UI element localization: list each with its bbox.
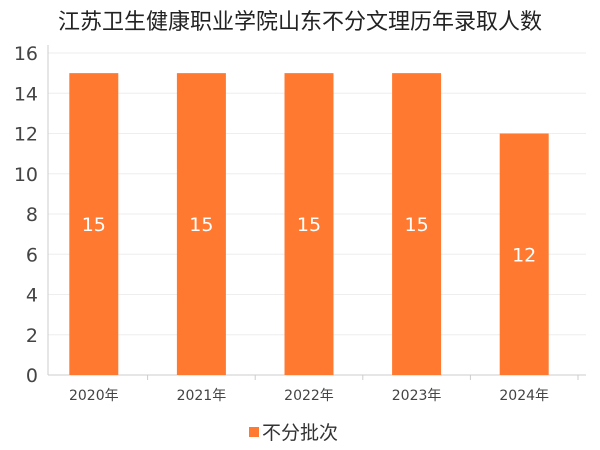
y-tick-label: 0 <box>26 365 38 387</box>
x-tick-label: 2022年 <box>284 388 334 404</box>
bar <box>499 133 549 375</box>
data-label: 15 <box>297 214 321 236</box>
x-tick-label: 2024年 <box>499 388 549 404</box>
bar <box>284 73 334 375</box>
bar <box>176 73 226 375</box>
x-tick-label: 2023年 <box>392 388 442 404</box>
data-label: 15 <box>189 214 213 236</box>
legend-label: 不分批次 <box>262 422 338 444</box>
y-tick-label: 12 <box>14 124 38 146</box>
x-tick-label: 2020年 <box>69 388 119 404</box>
data-label: 15 <box>405 214 429 236</box>
legend-swatch <box>249 427 259 437</box>
bar <box>69 73 119 375</box>
y-tick-label: 10 <box>14 164 38 186</box>
y-tick-label: 16 <box>14 43 38 65</box>
y-tick-label: 14 <box>14 83 38 105</box>
y-tick-label: 2 <box>26 325 38 347</box>
x-tick-label: 2021年 <box>177 388 227 404</box>
y-tick-label: 4 <box>26 285 38 307</box>
y-tick-label: 6 <box>26 244 38 266</box>
data-label: 12 <box>512 244 536 266</box>
y-tick-label: 8 <box>26 204 38 226</box>
bar <box>392 73 442 375</box>
chart-title: 江苏卫生健康职业学院山东不分文理历年录取人数 <box>57 10 542 35</box>
data-label: 15 <box>82 214 106 236</box>
